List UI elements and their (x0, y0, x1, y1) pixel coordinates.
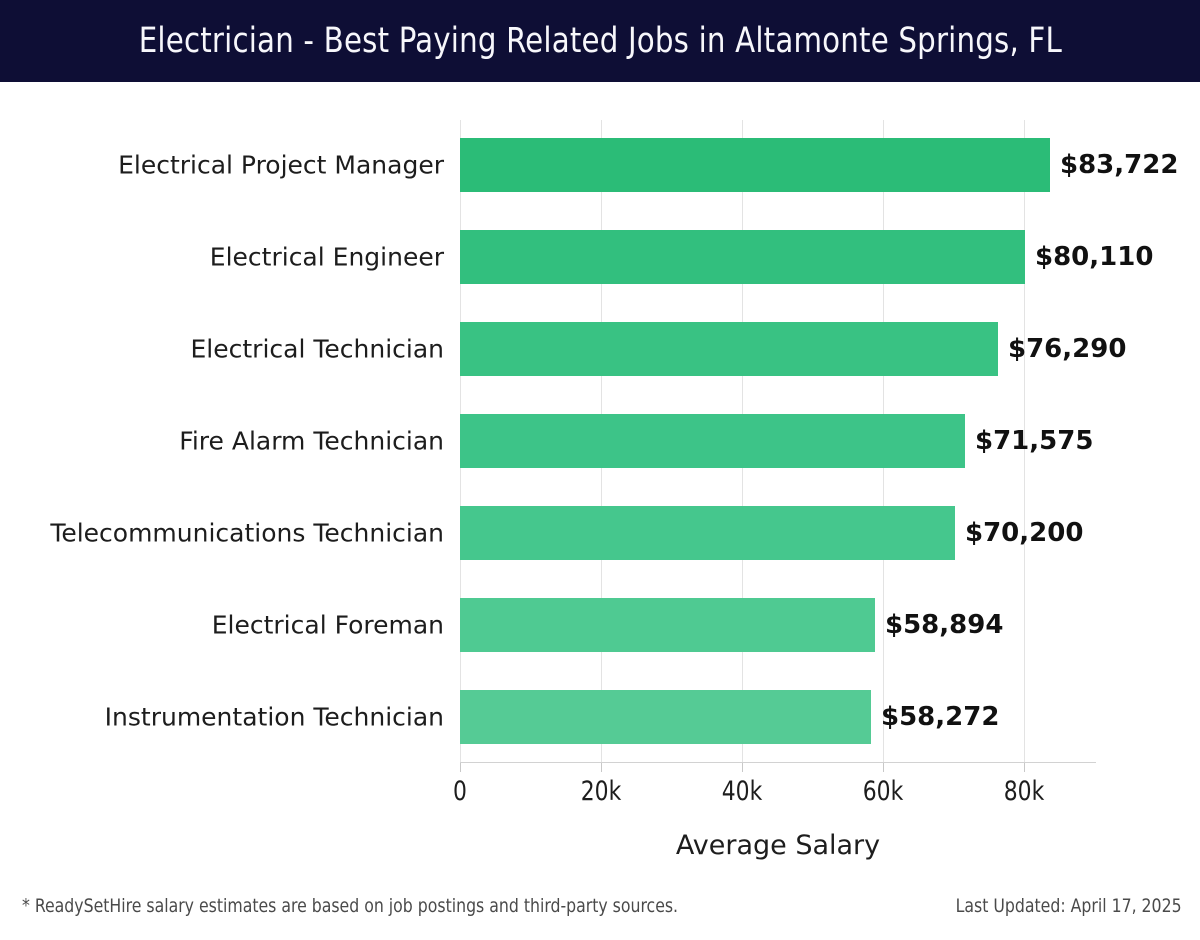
bar-value-label: $58,894 (885, 610, 1004, 640)
bar-row: $58,272 (460, 690, 1200, 744)
category-label: Electrical Technician (190, 334, 445, 364)
page-title: Electrician - Best Paying Related Jobs i… (138, 21, 1062, 61)
chart-header-bar: Electrician - Best Paying Related Jobs i… (0, 0, 1200, 82)
x-axis-tick-label: 60k (862, 776, 904, 807)
bar-row: $71,575 (460, 414, 1200, 468)
x-axis-line (460, 762, 1096, 763)
bar-value-label: $71,575 (975, 426, 1094, 456)
bar-value-label: $58,272 (881, 702, 1000, 732)
chart-canvas: $83,722 Electrical Project Manager $80,110… (0, 82, 1200, 880)
category-label: Telecommunications Technician (50, 518, 444, 548)
x-axis-tick-label: 80k (1003, 776, 1045, 807)
bar[interactable] (460, 598, 875, 652)
x-axis-tick-label: 40k (721, 776, 763, 807)
bar[interactable] (460, 230, 1025, 284)
bar[interactable] (460, 322, 998, 376)
bar-row: $80,110 (460, 230, 1200, 284)
x-axis-tick (883, 763, 884, 772)
bar[interactable] (460, 414, 965, 468)
x-axis-tick (460, 763, 461, 772)
bar-value-label: $70,200 (965, 518, 1084, 548)
bar-row: $76,290 (460, 322, 1200, 376)
category-label: Electrical Project Manager (118, 150, 444, 180)
footer: * ReadySetHire salary estimates are base… (0, 895, 1200, 940)
category-label: Electrical Engineer (209, 242, 444, 272)
bar-value-label: $76,290 (1008, 334, 1127, 364)
x-axis-tick-label: 0 (453, 776, 467, 807)
bar-row: $83,722 (460, 138, 1200, 192)
x-axis-tick-label: 20k (580, 776, 622, 807)
bar-value-label: $80,110 (1035, 242, 1154, 272)
gridline (1024, 120, 1025, 762)
x-axis-tick (1024, 763, 1025, 772)
category-label: Fire Alarm Technician (179, 426, 444, 456)
bar-row: $58,894 (460, 598, 1200, 652)
x-axis-title: Average Salary (675, 830, 881, 861)
bar-row: $70,200 (460, 506, 1200, 560)
category-label: Electrical Foreman (211, 610, 444, 640)
category-label: Instrumentation Technician (104, 702, 444, 732)
footer-last-updated: Last Updated: April 17, 2025 (956, 895, 1182, 917)
bar[interactable] (460, 506, 955, 560)
x-axis-tick (601, 763, 602, 772)
bar-value-label: $83,722 (1060, 150, 1179, 180)
x-axis-tick (742, 763, 743, 772)
footer-disclaimer: * ReadySetHire salary estimates are base… (22, 895, 679, 917)
bar[interactable] (460, 138, 1050, 192)
bar[interactable] (460, 690, 871, 744)
